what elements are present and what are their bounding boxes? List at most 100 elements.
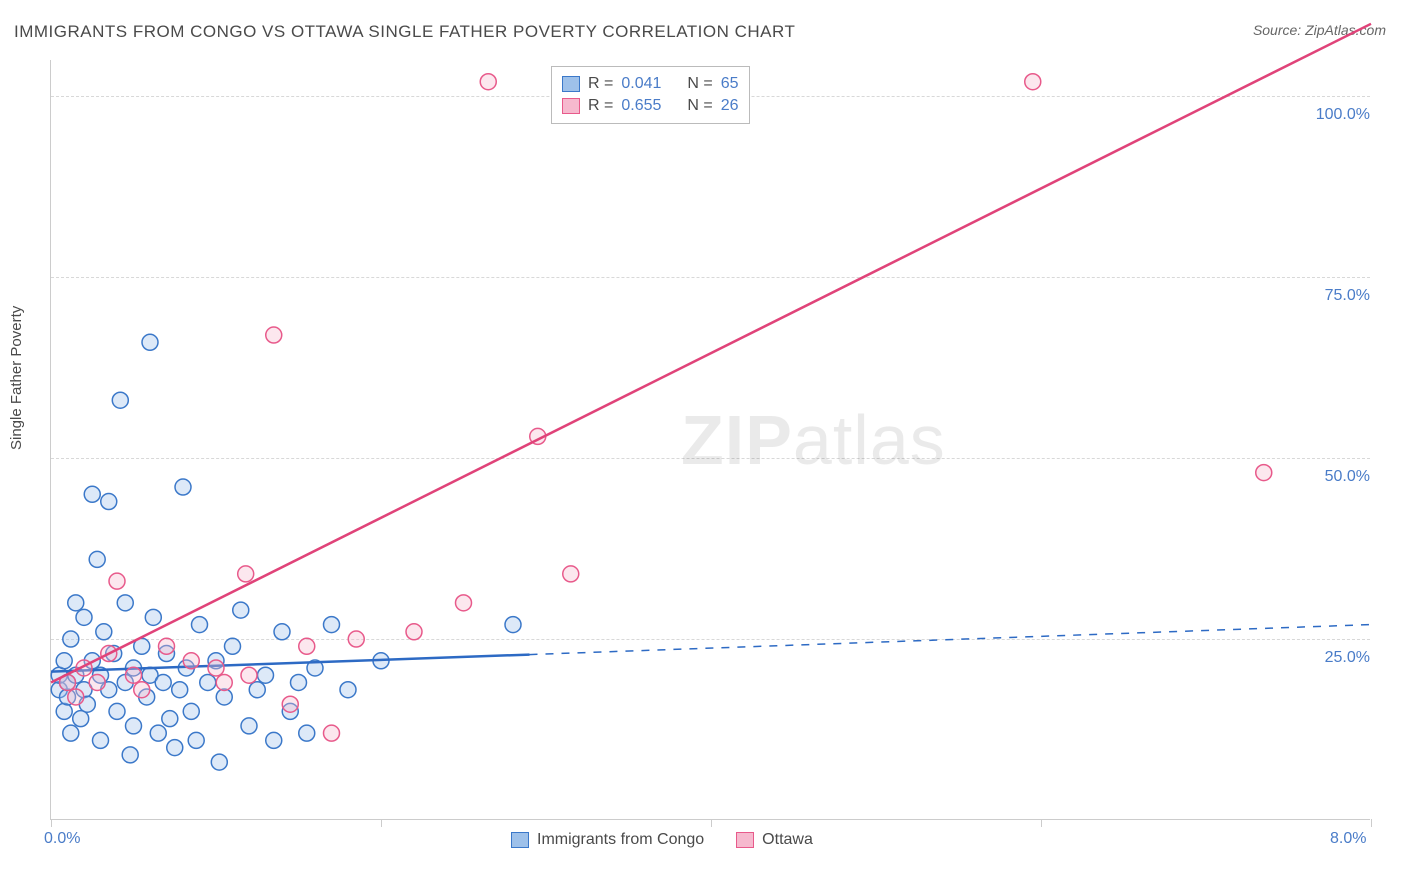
data-point — [56, 703, 72, 719]
data-point — [112, 392, 128, 408]
corr-legend-row: R = 0.655 N = 26 — [562, 95, 739, 117]
corr-n-label: N = — [687, 73, 712, 95]
data-point — [480, 74, 496, 90]
x-tick — [51, 819, 52, 827]
data-point — [188, 732, 204, 748]
corr-n-label: N = — [687, 95, 712, 117]
data-point — [282, 696, 298, 712]
corr-r-label: R = — [588, 95, 613, 117]
series-legend: Immigrants from Congo Ottawa — [511, 831, 837, 849]
chart-title: IMMIGRANTS FROM CONGO VS OTTAWA SINGLE F… — [14, 22, 795, 42]
legend-label: Ottawa — [762, 831, 813, 849]
corr-r-value: 0.655 — [621, 95, 661, 117]
y-tick-label: 25.0% — [1300, 649, 1370, 667]
legend-swatch — [511, 832, 529, 848]
data-point — [63, 631, 79, 647]
data-point — [225, 638, 241, 654]
data-point — [348, 631, 364, 647]
y-tick-label: 50.0% — [1300, 468, 1370, 486]
data-point — [241, 667, 257, 683]
data-point — [200, 674, 216, 690]
data-point — [134, 682, 150, 698]
corr-r-value: 0.041 — [621, 73, 661, 95]
data-point — [1025, 74, 1041, 90]
data-point — [126, 667, 142, 683]
y-axis-label: Single Father Poverty — [8, 306, 25, 450]
data-point — [109, 573, 125, 589]
data-point — [109, 703, 125, 719]
data-point — [76, 609, 92, 625]
legend-label: Immigrants from Congo — [537, 831, 704, 849]
data-point — [68, 595, 84, 611]
data-point — [406, 624, 422, 640]
data-point — [456, 595, 472, 611]
data-point — [89, 674, 105, 690]
data-point — [241, 718, 257, 734]
x-tick-label: 8.0% — [1330, 830, 1366, 848]
data-point — [324, 617, 340, 633]
data-point — [216, 689, 232, 705]
data-point — [96, 624, 112, 640]
y-tick-label: 100.0% — [1300, 106, 1370, 124]
data-point — [505, 617, 521, 633]
source-attribution: Source: ZipAtlas.com — [1253, 22, 1386, 38]
x-tick — [1371, 819, 1372, 827]
data-point — [145, 609, 161, 625]
data-point — [1256, 465, 1272, 481]
legend-swatch — [562, 76, 580, 92]
data-point — [192, 617, 208, 633]
data-point — [211, 754, 227, 770]
legend-swatch — [736, 832, 754, 848]
regression-line — [51, 655, 530, 672]
data-point — [63, 725, 79, 741]
data-point — [56, 653, 72, 669]
data-point — [299, 725, 315, 741]
data-point — [183, 703, 199, 719]
regression-line-extrapolated — [530, 625, 1372, 655]
data-point — [324, 725, 340, 741]
data-point — [155, 674, 171, 690]
y-tick-label: 75.0% — [1300, 287, 1370, 305]
data-point — [117, 595, 133, 611]
corr-n-value: 26 — [721, 95, 739, 117]
data-point — [216, 674, 232, 690]
data-point — [249, 682, 265, 698]
data-point — [142, 334, 158, 350]
data-point — [266, 327, 282, 343]
data-point — [122, 747, 138, 763]
data-point — [101, 494, 117, 510]
data-point — [89, 551, 105, 567]
data-point — [159, 638, 175, 654]
corr-n-value: 65 — [721, 73, 739, 95]
data-point — [258, 667, 274, 683]
data-point — [291, 674, 307, 690]
correlation-legend: R = 0.041 N = 65 R = 0.655 N = 26 — [551, 66, 750, 124]
corr-legend-row: R = 0.041 N = 65 — [562, 73, 739, 95]
data-point — [340, 682, 356, 698]
data-point — [73, 711, 89, 727]
data-point — [172, 682, 188, 698]
data-point — [126, 718, 142, 734]
x-tick-label: 0.0% — [44, 830, 80, 848]
data-point — [274, 624, 290, 640]
x-tick — [1041, 819, 1042, 827]
data-point — [233, 602, 249, 618]
data-point — [93, 732, 109, 748]
data-point — [84, 486, 100, 502]
data-point — [238, 566, 254, 582]
data-point — [563, 566, 579, 582]
data-point — [162, 711, 178, 727]
data-point — [266, 732, 282, 748]
scatter-svg — [51, 60, 1370, 819]
data-point — [150, 725, 166, 741]
x-tick — [711, 819, 712, 827]
data-point — [183, 653, 199, 669]
data-point — [167, 740, 183, 756]
data-point — [175, 479, 191, 495]
data-point — [299, 638, 315, 654]
corr-r-label: R = — [588, 73, 613, 95]
data-point — [68, 689, 84, 705]
legend-swatch — [562, 98, 580, 114]
data-point — [208, 660, 224, 676]
plot-area: ZIPatlas R = 0.041N = 65R = 0.655N = 26 … — [50, 60, 1370, 820]
